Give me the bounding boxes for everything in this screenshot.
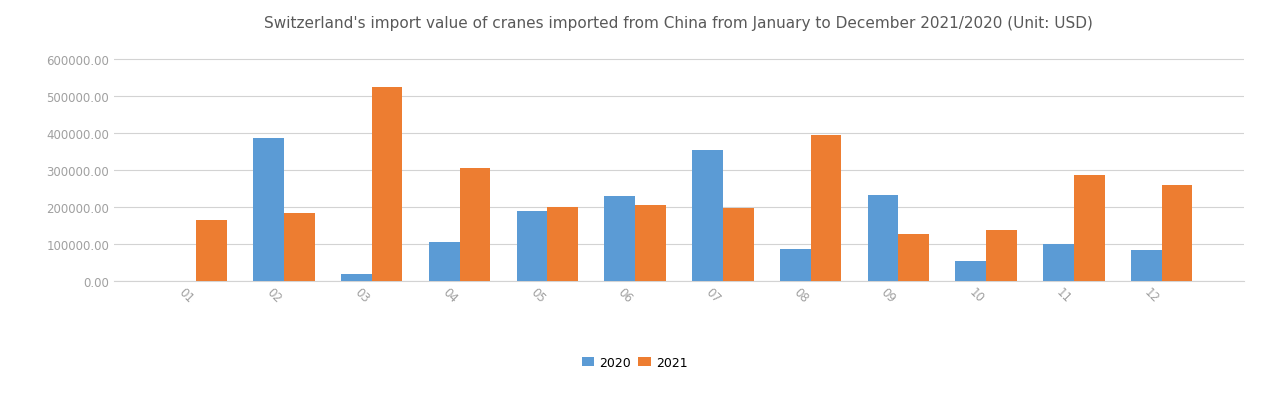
Bar xyxy=(516,211,547,281)
Bar xyxy=(634,205,666,281)
Bar xyxy=(986,230,1016,281)
Legend: 2020, 2021: 2020, 2021 xyxy=(576,351,693,374)
Bar xyxy=(1074,176,1104,281)
Bar xyxy=(254,139,284,281)
Bar xyxy=(372,88,402,281)
Bar xyxy=(723,209,754,281)
Bar xyxy=(1043,244,1074,281)
Bar xyxy=(459,169,490,281)
Bar xyxy=(429,243,459,281)
Bar xyxy=(868,195,898,281)
Bar xyxy=(1161,186,1193,281)
Bar xyxy=(547,207,577,281)
Bar xyxy=(604,197,634,281)
Bar xyxy=(956,262,986,281)
Bar xyxy=(197,220,227,281)
Bar xyxy=(898,235,929,281)
Bar xyxy=(341,274,372,281)
Bar xyxy=(1131,250,1161,281)
Title: Switzerland's import value of cranes imported from China from January to Decembe: Switzerland's import value of cranes imp… xyxy=(264,15,1094,31)
Bar xyxy=(780,249,811,281)
Bar xyxy=(692,151,723,281)
Bar xyxy=(284,214,315,281)
Bar xyxy=(811,136,841,281)
